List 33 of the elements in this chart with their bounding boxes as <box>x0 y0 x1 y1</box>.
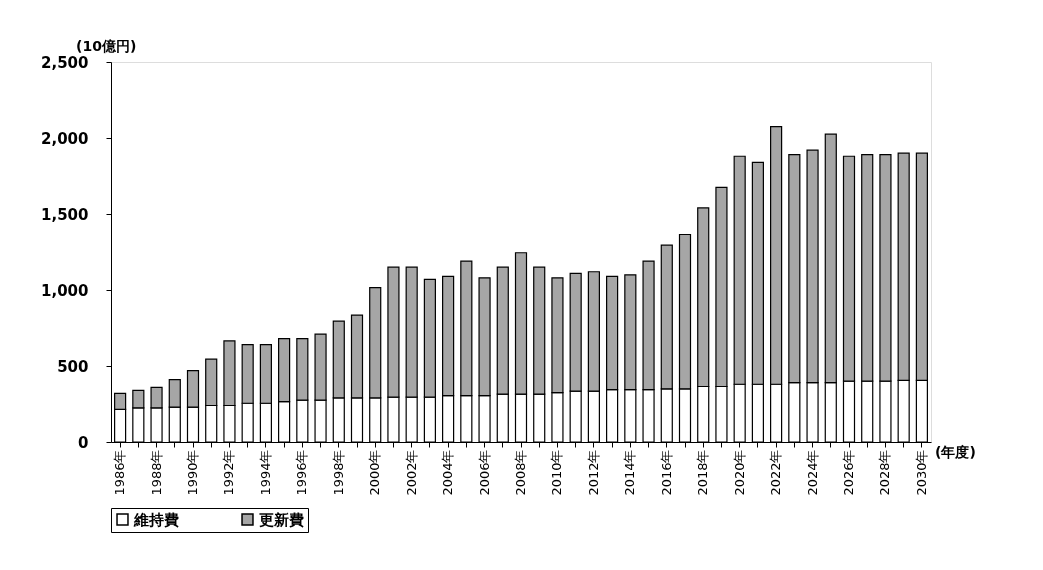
x-tick-label: 2018年 <box>695 449 711 496</box>
x-tick-label: 2014年 <box>622 449 638 496</box>
y-axis-title: (10億円) <box>76 38 137 54</box>
legend-label: 維持費 <box>133 510 179 529</box>
x-tick-label: 1996年 <box>294 449 310 496</box>
y-tick-label: 1,500 <box>41 205 89 224</box>
y-tick-label: 0 <box>78 433 89 452</box>
x-tick-label: 2006年 <box>476 449 492 496</box>
x-tick-label: 2020年 <box>731 449 747 496</box>
x-axis-title: (年度) <box>935 444 976 460</box>
x-tick-label: 1986年 <box>112 449 128 496</box>
y-tick-label: 500 <box>57 357 89 376</box>
x-tick-label: 2028年 <box>877 449 893 496</box>
x-tick-label: 2024年 <box>804 449 820 496</box>
y-tick-label: 1,000 <box>41 281 89 300</box>
x-tick-label: 1992年 <box>221 449 237 496</box>
x-tick-label: 2000年 <box>367 449 383 496</box>
x-tick-label: 2022年 <box>768 449 784 496</box>
x-tick-label: 2010年 <box>549 449 565 496</box>
x-tick-label: 2004年 <box>440 449 456 496</box>
x-tick-label: 2002年 <box>403 449 419 496</box>
x-tick-label: 1990年 <box>185 449 200 496</box>
x-tick-label: 2030年 <box>913 449 929 496</box>
x-tick-label: 2016年 <box>658 449 674 496</box>
x-tick-label: 1988年 <box>148 449 164 496</box>
x-tick-label: 1998年 <box>330 449 346 496</box>
x-tick-label: 2008年 <box>513 449 528 496</box>
y-tick-label: 2,000 <box>41 129 89 148</box>
x-tick-label: 1994年 <box>257 449 273 496</box>
x-tick-label: 2012年 <box>585 449 601 496</box>
y-tick-label: 2,500 <box>41 53 89 72</box>
legend-label: 更新費 <box>259 510 304 529</box>
x-tick-label: 2026年 <box>841 449 856 496</box>
